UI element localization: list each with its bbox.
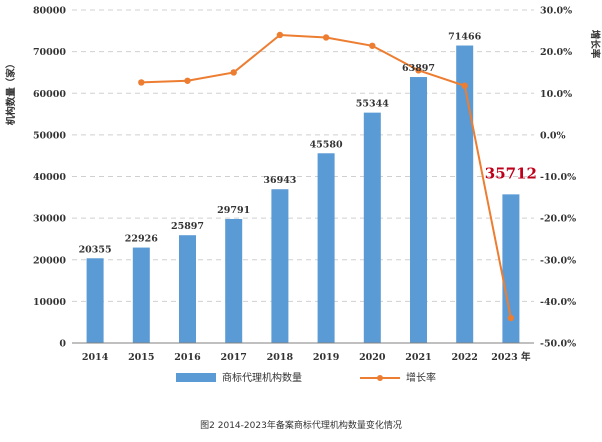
growth-rate-point <box>369 42 376 49</box>
legend-swatch-marker <box>377 375 383 381</box>
bar-value-label: 25897 <box>171 221 204 232</box>
y2-tick-label: 30.0% <box>540 6 572 17</box>
growth-rate-point <box>230 69 237 76</box>
y2-tick-label: -20.0% <box>540 214 576 225</box>
y-axis-title: 机构数量（家） <box>5 59 17 126</box>
x-tick-label: 2016 <box>174 352 201 363</box>
x-tick-label: 2023 年 <box>491 351 531 363</box>
y-tick-label: 20000 <box>33 255 66 266</box>
y-tick-label: 30000 <box>33 214 66 225</box>
line-series <box>138 31 515 322</box>
bar-value-label: 35712 <box>485 164 537 182</box>
y2-tick-label: 10.0% <box>540 89 572 100</box>
y2-tick-label: -30.0% <box>540 255 576 266</box>
bar <box>225 218 243 343</box>
x-tick-label: 2019 <box>313 352 340 363</box>
y2-tick-label: -40.0% <box>540 297 576 308</box>
bar-value-label: 20355 <box>79 244 112 255</box>
bar <box>363 112 381 343</box>
y-tick-label: 70000 <box>33 47 66 58</box>
y-tick-label: 0 <box>59 339 66 350</box>
y-tick-label: 10000 <box>33 297 66 308</box>
bar <box>410 77 427 343</box>
x-tick-label: 2020 <box>359 352 386 363</box>
growth-rate-point <box>276 31 284 39</box>
y2-axis: -50.0% -40.0% -30.0% -20.0% -10.0% 0.0% 10.0% 2… <box>540 6 576 350</box>
y-axis: 0 10000 20000 30000 40000 50000 60000 70000 8000… <box>33 6 66 350</box>
y2-tick-label: -10.0% <box>540 172 576 183</box>
x-tick-label: 2017 <box>220 352 246 363</box>
data-labels: 20355 22926 25897 29791 36943 45580 55344 63897… <box>79 32 537 256</box>
x-tick-label: 2014 <box>82 352 109 363</box>
bar-value-label: 63897 <box>402 63 435 74</box>
bar <box>132 247 150 343</box>
y2-tick-label: 0.0% <box>540 130 566 141</box>
bar <box>317 153 335 343</box>
figure-caption: 图2 2014-2023年备案商标代理机构数量变化情况 <box>200 419 402 431</box>
x-tick-label: 2015 <box>128 352 154 363</box>
legend-label-bar: 商标代理机构数量 <box>222 371 302 384</box>
bar-value-label: 71466 <box>448 32 481 43</box>
x-axis: 2014 2015 2016 2017 2018 2019 2020 2021 2022 2023… <box>72 342 534 363</box>
growth-rate-point <box>507 314 515 322</box>
y2-axis-title: 增长率 <box>589 30 601 59</box>
bar <box>86 258 104 343</box>
growth-rate-point <box>138 79 145 86</box>
growth-rate-point <box>461 82 468 89</box>
legend-swatch-bar <box>176 373 216 382</box>
bar <box>502 194 520 343</box>
x-tick-label: 2022 <box>451 352 477 363</box>
x-tick-label: 2018 <box>267 352 294 363</box>
y-tick-label: 40000 <box>33 172 66 183</box>
bar <box>456 45 474 344</box>
growth-rate-point <box>322 34 330 41</box>
bar-value-label: 36943 <box>263 175 296 186</box>
bar-value-label: 55344 <box>356 99 389 110</box>
growth-rate-point <box>184 77 191 84</box>
bar-value-label: 29791 <box>217 205 250 216</box>
bar-value-label: 45580 <box>310 139 343 150</box>
bar <box>179 235 196 343</box>
bar-value-label: 22926 <box>125 234 158 245</box>
y2-tick-label: 20.0% <box>540 47 572 58</box>
y2-tick-label: -50.0% <box>540 339 576 350</box>
bar-series <box>86 45 520 344</box>
legend-label-line: 增长率 <box>406 371 436 384</box>
y-tick-label: 50000 <box>33 130 66 141</box>
y-tick-label: 80000 <box>33 6 66 17</box>
bar <box>271 189 289 343</box>
x-tick-label: 2021 <box>405 352 431 363</box>
legend: 商标代理机构数量 增长率 <box>176 371 436 384</box>
growth-rate-point <box>415 67 422 74</box>
y-tick-label: 60000 <box>33 89 66 100</box>
